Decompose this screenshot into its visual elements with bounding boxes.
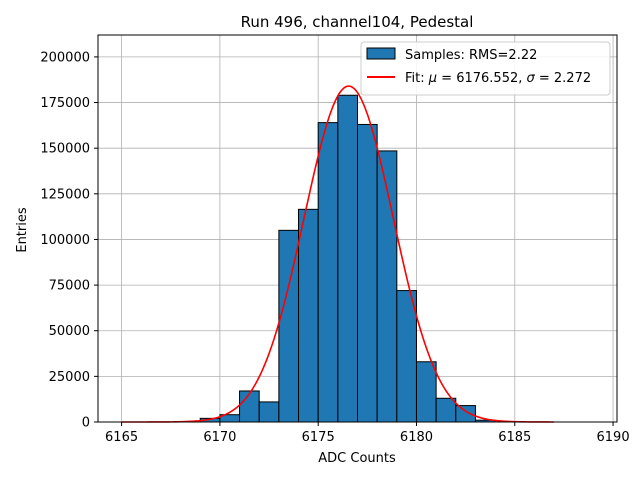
legend-fit-sigma-symbol: σ [527, 71, 536, 86]
histogram-bar [337, 94, 359, 423]
histogram-bar [455, 405, 476, 423]
chart-title: Run 496, channel104, Pedestal [241, 13, 474, 31]
y-axis-label: Entries [15, 207, 30, 253]
legend-histogram-label: Samples: RMS=2.22 [405, 48, 537, 63]
histogram-bar [239, 390, 260, 423]
y-tick-label: 150000 [40, 142, 90, 157]
fit-curve-group [121, 85, 555, 423]
x-tick-label: 6185 [498, 430, 531, 445]
legend-fit-mu-value: = 6176.552, [437, 71, 526, 86]
fit-curve [121, 85, 555, 423]
x-tick-label: 6170 [203, 430, 236, 445]
y-tick-label: 0 [82, 416, 90, 431]
legend-fit-label: Fit: μ = 6176.552, σ = 2.272 [405, 71, 591, 86]
legend-box [360, 41, 611, 96]
x-tick-label: 6180 [400, 430, 433, 445]
legend-fit-sigma-value: = 2.272 [535, 71, 591, 86]
plot-frame [97, 34, 618, 423]
y-tick-label: 200000 [40, 50, 90, 65]
histogram-bar [317, 122, 339, 423]
histogram-bar [396, 290, 417, 423]
y-tick-label: 50000 [49, 324, 90, 339]
histogram-bar [435, 397, 457, 423]
legend-fit-mu-symbol: μ [428, 71, 437, 86]
x-tick-label: 6175 [302, 430, 335, 445]
histogram-bar [298, 208, 319, 423]
legend-fit-prefix: Fit: [405, 71, 429, 86]
y-tick-label: 25000 [49, 370, 90, 385]
histogram-bar [357, 123, 378, 423]
axis-ticks: 6165 6170 6175 6180 6185 6190 0 25000 50000 75000… [40, 50, 629, 445]
x-tick-label: 6190 [597, 430, 630, 445]
x-axis-label: ADC Counts [318, 451, 396, 466]
histogram-bar [258, 401, 280, 423]
y-tick-label: 175000 [40, 96, 90, 111]
legend: Samples: RMS=2.22 Fit: μ = 6176.552, σ =… [360, 41, 611, 96]
histogram-bars [199, 94, 496, 423]
histogram-bar [415, 361, 437, 423]
y-tick-label: 100000 [40, 233, 90, 248]
x-tick-label: 6165 [105, 430, 138, 445]
y-tick-label: 125000 [40, 187, 90, 202]
y-tick-label: 75000 [49, 279, 90, 294]
legend-bar-swatch [366, 47, 396, 60]
